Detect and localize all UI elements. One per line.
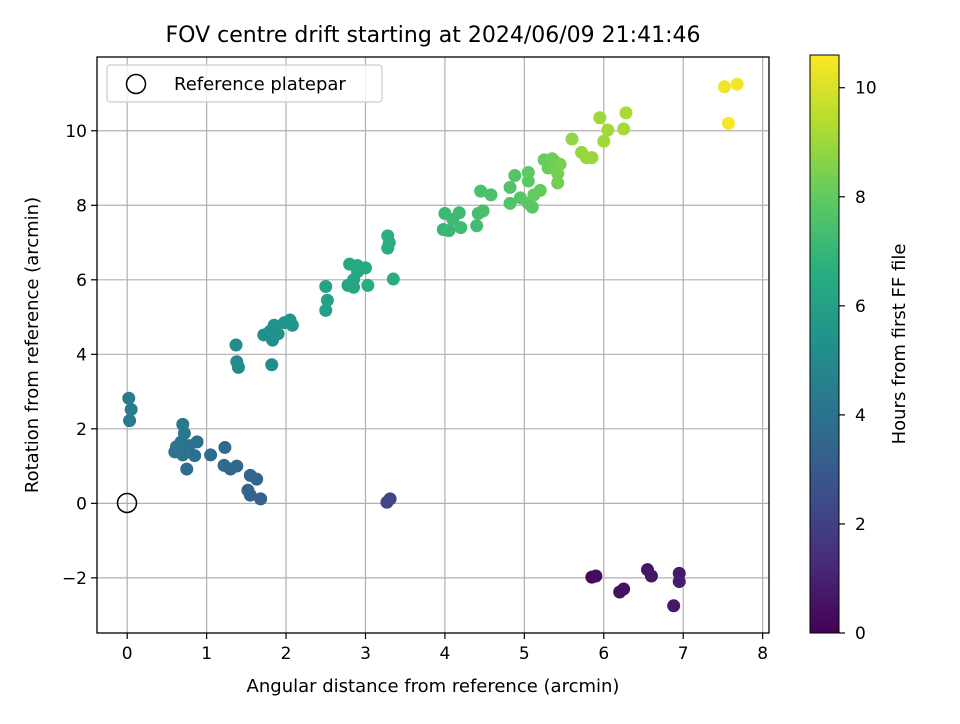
colorbar-gradient: [809, 54, 840, 634]
data-point: [521, 165, 535, 179]
data-point: [320, 293, 334, 307]
data-point: [180, 462, 194, 476]
data-point: [265, 358, 279, 372]
x-tick-label: 6: [598, 644, 609, 664]
data-point: [593, 111, 607, 125]
data-point: [565, 132, 579, 146]
legend-label: Reference platepar: [174, 74, 346, 95]
colorbar-tick-label: 2: [855, 515, 866, 535]
data-point: [533, 183, 547, 197]
data-point: [319, 280, 333, 294]
reference-platepar-marker: [116, 492, 138, 514]
data-point: [597, 134, 611, 148]
data-point: [589, 569, 603, 583]
legend-box: [106, 64, 383, 103]
data-point: [381, 229, 395, 243]
chart-title: FOV centre drift starting at 2024/06/09 …: [166, 23, 701, 48]
colorbar-label: Hours from first FF file: [889, 244, 910, 445]
y-tick-label: 4: [76, 345, 87, 365]
data-point: [452, 206, 466, 220]
y-tick-label: 0: [76, 494, 87, 514]
data-point: [667, 599, 681, 613]
data-point: [476, 204, 490, 218]
data-point: [551, 176, 565, 190]
x-tick-label: 5: [519, 644, 530, 664]
data-point: [672, 575, 686, 589]
data-point: [619, 106, 633, 120]
data-point: [601, 123, 615, 137]
y-tick-label: 10: [65, 122, 87, 142]
data-point: [188, 449, 202, 463]
plot-frame: [96, 56, 770, 634]
x-axis-label: Angular distance from reference (arcmin): [247, 676, 620, 697]
data-point: [230, 355, 244, 369]
data-point: [442, 224, 456, 238]
data-point: [241, 483, 255, 497]
data-point: [358, 261, 372, 275]
data-point: [243, 468, 257, 482]
data-point: [361, 278, 375, 292]
data-point: [254, 492, 268, 506]
data-point: [124, 402, 138, 416]
x-tick-label: 0: [122, 644, 133, 664]
data-point: [585, 151, 599, 165]
data-point: [319, 303, 333, 317]
y-axis-ticks: −2 0 2 4 6 8 10: [62, 122, 97, 589]
y-tick-label: 2: [76, 420, 87, 440]
data-point: [386, 272, 400, 286]
data-point: [229, 338, 243, 352]
data-point: [484, 188, 498, 202]
colorbar-tick-label: 10: [855, 79, 877, 99]
data-point: [474, 184, 488, 198]
colorbar-tick-label: 0: [855, 624, 866, 644]
data-point: [470, 219, 484, 233]
data-point: [122, 391, 136, 405]
x-tick-label: 8: [757, 644, 768, 664]
x-tick-label: 4: [440, 644, 451, 664]
data-point: [553, 157, 567, 171]
y-axis-label: Rotation from reference (arcmin): [22, 197, 43, 493]
data-point: [503, 180, 517, 194]
x-axis-ticks: 0 1 2 3 4 5 6 7 8: [122, 633, 768, 664]
y-tick-label: −2: [62, 569, 87, 589]
legend: Reference platepar: [106, 64, 383, 103]
data-point: [503, 196, 517, 210]
x-tick-label: 1: [201, 644, 212, 664]
data-point: [123, 414, 137, 428]
x-tick-label: 2: [281, 644, 292, 664]
data-points: [122, 77, 744, 613]
legend-open-circle-icon: [125, 73, 147, 95]
data-point: [383, 492, 397, 506]
data-point: [285, 318, 299, 332]
data-point: [176, 417, 190, 431]
data-point: [525, 200, 539, 214]
data-point: [617, 582, 631, 596]
data-point: [204, 448, 218, 462]
grid-lines: [97, 57, 769, 633]
colorbar-tick-label: 4: [855, 406, 866, 426]
y-tick-label: 8: [76, 196, 87, 216]
data-point: [454, 221, 468, 235]
data-point: [217, 458, 231, 472]
x-tick-label: 3: [360, 644, 371, 664]
data-point: [617, 122, 631, 136]
data-point: [721, 116, 735, 130]
colorbar-ticks: 0 2 4 6 8 10: [839, 79, 877, 644]
x-tick-label: 7: [678, 644, 689, 664]
colorbar-tick-label: 8: [855, 188, 866, 208]
y-tick-label: 6: [76, 271, 87, 291]
colorbar: 0 2 4 6 8 10 Hours from first FF file: [809, 54, 910, 644]
data-point: [644, 569, 658, 583]
data-point: [718, 80, 732, 94]
colorbar-tick-label: 6: [855, 297, 866, 317]
data-point: [508, 168, 522, 182]
data-point: [218, 440, 232, 454]
data-point: [271, 327, 285, 341]
data-point: [730, 77, 744, 91]
